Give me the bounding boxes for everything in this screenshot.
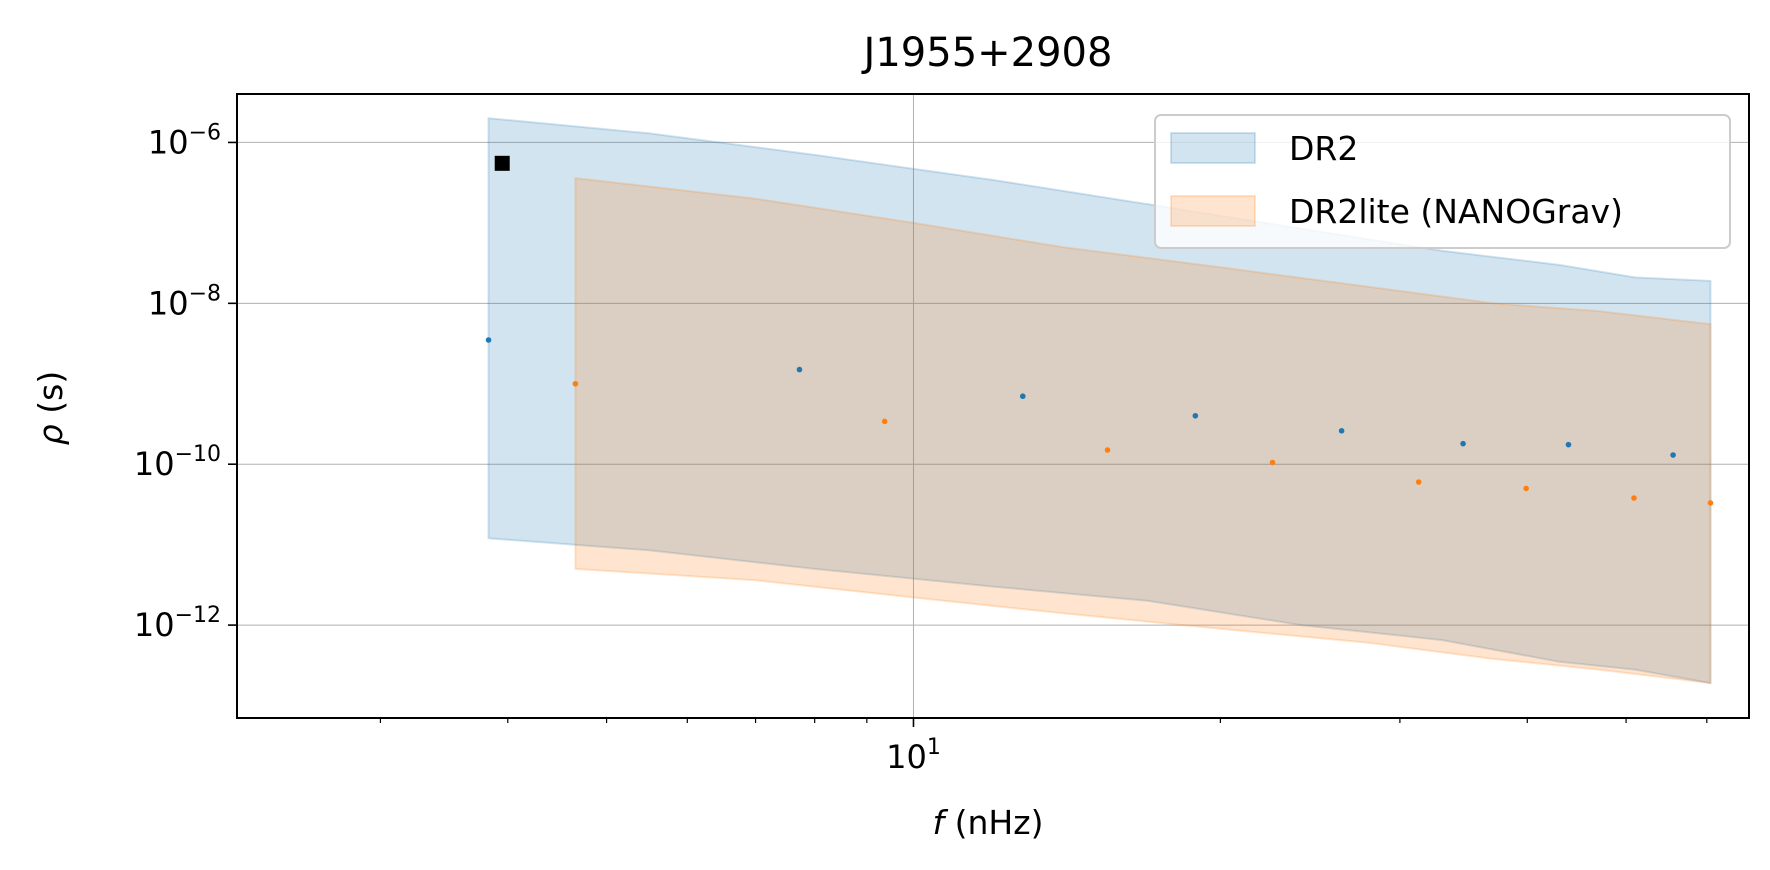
square-marker	[494, 155, 510, 171]
legend: DR2 DR2lite (NANOGrav)	[1154, 114, 1731, 249]
legend-swatch-0	[1170, 132, 1256, 164]
y-tick-label: 10−10	[134, 442, 221, 483]
y-tick-base: 10	[148, 123, 189, 161]
legend-label-1: DR2lite (NANOGrav)	[1289, 192, 1623, 231]
y-tick-label: 10−6	[148, 120, 221, 161]
legend-swatch-1	[1170, 195, 1256, 227]
point-series-0	[1192, 412, 1199, 419]
legend-box	[1154, 114, 1731, 249]
legend-label-0: DR2	[1289, 129, 1358, 168]
y-tick-exp: −12	[175, 603, 221, 628]
y-tick-exp: −8	[189, 281, 221, 306]
point-series-1	[1631, 495, 1637, 501]
point-series-1	[1269, 459, 1276, 466]
y-tick-label: 10−12	[134, 603, 221, 644]
point-series-1	[572, 380, 579, 387]
x-axis-unit: (nHz)	[944, 803, 1043, 842]
y-tick-exp: −10	[175, 442, 221, 467]
point-series-1	[1707, 500, 1714, 506]
point-series-1	[1523, 485, 1529, 492]
point-series-0	[1565, 441, 1572, 448]
point-series-1	[1104, 447, 1111, 453]
y-tick-base: 10	[134, 445, 175, 483]
y-tick-exp: −6	[189, 120, 221, 145]
point-series-0	[796, 366, 803, 373]
point-series-0	[1338, 428, 1345, 434]
y-axis-unit: (s)	[31, 371, 70, 424]
x-axis-label: f (nHz)	[933, 803, 1044, 842]
band-0	[487, 117, 1712, 685]
x-tick-label: 101	[886, 735, 941, 776]
point-series-0	[485, 337, 492, 343]
point-series-1	[1415, 479, 1422, 485]
point-series-0	[1019, 393, 1026, 400]
bands	[487, 117, 1712, 685]
y-tick-base: 10	[148, 284, 189, 322]
chart-title: J1955+2908	[861, 30, 1113, 76]
point-series-0	[1670, 452, 1676, 458]
x-tick-base: 10	[886, 738, 927, 776]
band-1	[574, 176, 1712, 685]
x-tick-exp: 1	[927, 735, 941, 760]
plot-frame	[236, 93, 1750, 719]
y-tick-label: 10−8	[148, 281, 221, 322]
y-axis-label: ρ (s)	[31, 371, 70, 445]
y-tick-base: 10	[134, 606, 175, 644]
y-axis-var: ρ	[31, 424, 70, 445]
data-points	[485, 155, 1714, 506]
grid	[237, 94, 1749, 718]
point-series-0	[1460, 440, 1466, 447]
point-series-1	[881, 418, 888, 425]
